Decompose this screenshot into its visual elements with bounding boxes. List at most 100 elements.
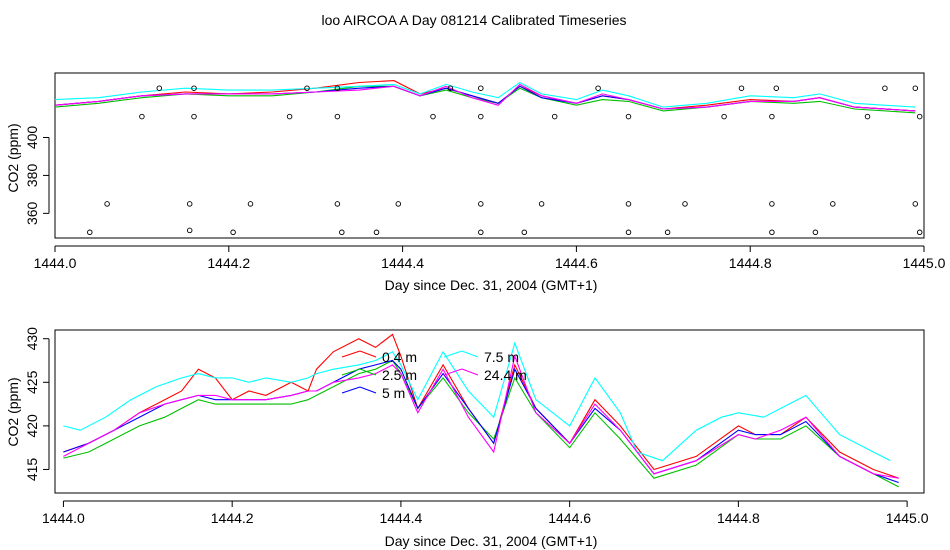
- top-marker: [912, 85, 919, 91]
- bottom-series-0-4-m: [63, 333, 899, 479]
- top-marker: [773, 85, 780, 91]
- bottom-y-tick-label: 425: [24, 370, 40, 394]
- bottom-plot-box: [54, 329, 925, 494]
- top-marker: [395, 201, 402, 207]
- top-markers-group: [87, 85, 923, 236]
- top-series-5-m: [54, 85, 916, 112]
- top-y-tick-label: 380: [24, 164, 40, 188]
- bottom-y-axis-label: CO2 (ppm): [5, 377, 21, 446]
- bottom-x-axis-label: Day since Dec. 31, 2004 (GMT+1): [385, 533, 598, 549]
- top-y-axis-label: CO2 (ppm): [5, 123, 21, 192]
- bottom-y-tick-label: 420: [24, 414, 40, 438]
- legend-label-5-m: 5 m: [382, 385, 405, 401]
- top-marker: [104, 201, 110, 207]
- bottom-panel: 1444.0 1444.2 1444.4 1444.6 1444.8 1445.0 415…: [5, 327, 929, 549]
- legend-swatch-5-m: [341, 386, 361, 394]
- top-marker: [916, 113, 923, 120]
- top-marker: [478, 85, 484, 91]
- bottom-series-24-4-m: [63, 354, 899, 479]
- top-marker: [478, 201, 484, 207]
- top-marker: [334, 85, 341, 91]
- top-x-tick-label: 1445.0: [903, 255, 946, 271]
- bottom-y-axis: 415 420 425 430: [24, 327, 50, 482]
- top-marker: [478, 113, 484, 120]
- bottom-x-tick-label: 1444.4: [379, 510, 422, 526]
- bottom-y-tick-label: 430: [24, 327, 40, 351]
- top-marker: [87, 229, 93, 236]
- top-marker: [186, 201, 193, 207]
- top-marker: [339, 229, 345, 236]
- top-y-tick-label: 360: [24, 201, 40, 225]
- top-panel: 1444.0 1444.2 1444.4 1444.6 1444.8 1445.0 360…: [5, 72, 946, 293]
- bottom-x-tick-label: 1444.6: [548, 510, 591, 526]
- top-marker: [186, 227, 193, 234]
- legend-swatch-7-5-m-b: [461, 350, 479, 358]
- top-x-tick-label: 1444.8: [729, 255, 772, 271]
- top-marker: [625, 113, 632, 120]
- bottom-series-7-5-m: [63, 341, 891, 462]
- top-marker: [769, 229, 775, 236]
- bottom-series-5-m: [63, 359, 899, 484]
- top-marker: [247, 201, 254, 207]
- top-marker: [738, 85, 745, 91]
- top-marker: [191, 113, 197, 120]
- bottom-x-tick-label: 1444.8: [717, 510, 760, 526]
- bottom-y-tick-label: 415: [24, 458, 40, 482]
- top-x-axis-label: Day since Dec. 31, 2004 (GMT+1): [385, 277, 598, 293]
- top-x-tick-label: 1444.4: [381, 255, 424, 271]
- top-plot-box: [54, 72, 925, 239]
- top-marker: [912, 201, 919, 207]
- top-x-tick-label: 1444.6: [555, 255, 598, 271]
- top-marker: [304, 85, 310, 91]
- bottom-x-tick-label: 1444.2: [211, 510, 254, 526]
- legend-swatch-24-4-m-b: [461, 368, 479, 376]
- top-x-tick-label: 1444.0: [34, 255, 77, 271]
- top-marker: [447, 85, 454, 91]
- legend-swatch-2-5-m-b: [359, 368, 377, 376]
- top-marker: [139, 113, 145, 120]
- top-marker: [521, 229, 528, 236]
- top-marker: [191, 85, 197, 91]
- top-series-0-4-m: [54, 80, 916, 112]
- top-marker: [230, 229, 236, 236]
- legend-label-2-5-m: 2.5 m: [382, 367, 417, 383]
- chart-title: loo AIRCOA A Day 081214 Calibrated Times…: [321, 12, 626, 28]
- legend-swatch-7-5-m: [443, 350, 463, 358]
- bottom-x-axis: 1444.0 1444.2 1444.4 1444.6 1444.8 1445.0: [42, 500, 929, 526]
- top-marker: [769, 113, 775, 120]
- top-marker: [334, 201, 341, 207]
- top-series-group: [54, 80, 916, 114]
- top-marker: [430, 113, 436, 120]
- top-marker: [682, 201, 688, 207]
- legend-swatch-2-5-m: [341, 368, 361, 376]
- legend-label-24-4-m: 24.4 m: [484, 367, 527, 383]
- top-y-tick-label: 400: [24, 126, 40, 150]
- bottom-legend: 0.4 m 2.5 m 5 m 7.5 m 24.4 m: [341, 349, 527, 401]
- legend-swatch-24-4-m: [443, 368, 463, 376]
- top-marker: [334, 113, 341, 120]
- top-marker: [625, 229, 632, 236]
- top-marker: [916, 229, 923, 236]
- top-marker: [721, 113, 727, 120]
- top-marker: [625, 201, 632, 207]
- bottom-x-tick-label: 1445.0: [886, 510, 929, 526]
- bottom-series-group: [63, 333, 899, 488]
- top-marker: [156, 85, 163, 91]
- top-marker: [551, 113, 558, 120]
- bottom-series-2-5-m: [63, 359, 899, 488]
- top-x-tick-label: 1444.2: [207, 255, 250, 271]
- top-series-7-5-m: [54, 81, 916, 108]
- top-marker: [373, 229, 380, 236]
- top-marker: [864, 113, 871, 120]
- top-marker: [812, 229, 819, 236]
- bottom-x-tick-label: 1444.0: [42, 510, 85, 526]
- top-marker: [286, 113, 293, 120]
- legend-label-7-5-m: 7.5 m: [484, 349, 519, 365]
- top-marker: [882, 85, 888, 91]
- top-marker: [769, 201, 775, 207]
- top-marker: [538, 201, 545, 207]
- top-marker: [664, 229, 671, 236]
- legend-label-0-4-m: 0.4 m: [382, 349, 417, 365]
- legend-swatch-0-4-m: [341, 350, 361, 358]
